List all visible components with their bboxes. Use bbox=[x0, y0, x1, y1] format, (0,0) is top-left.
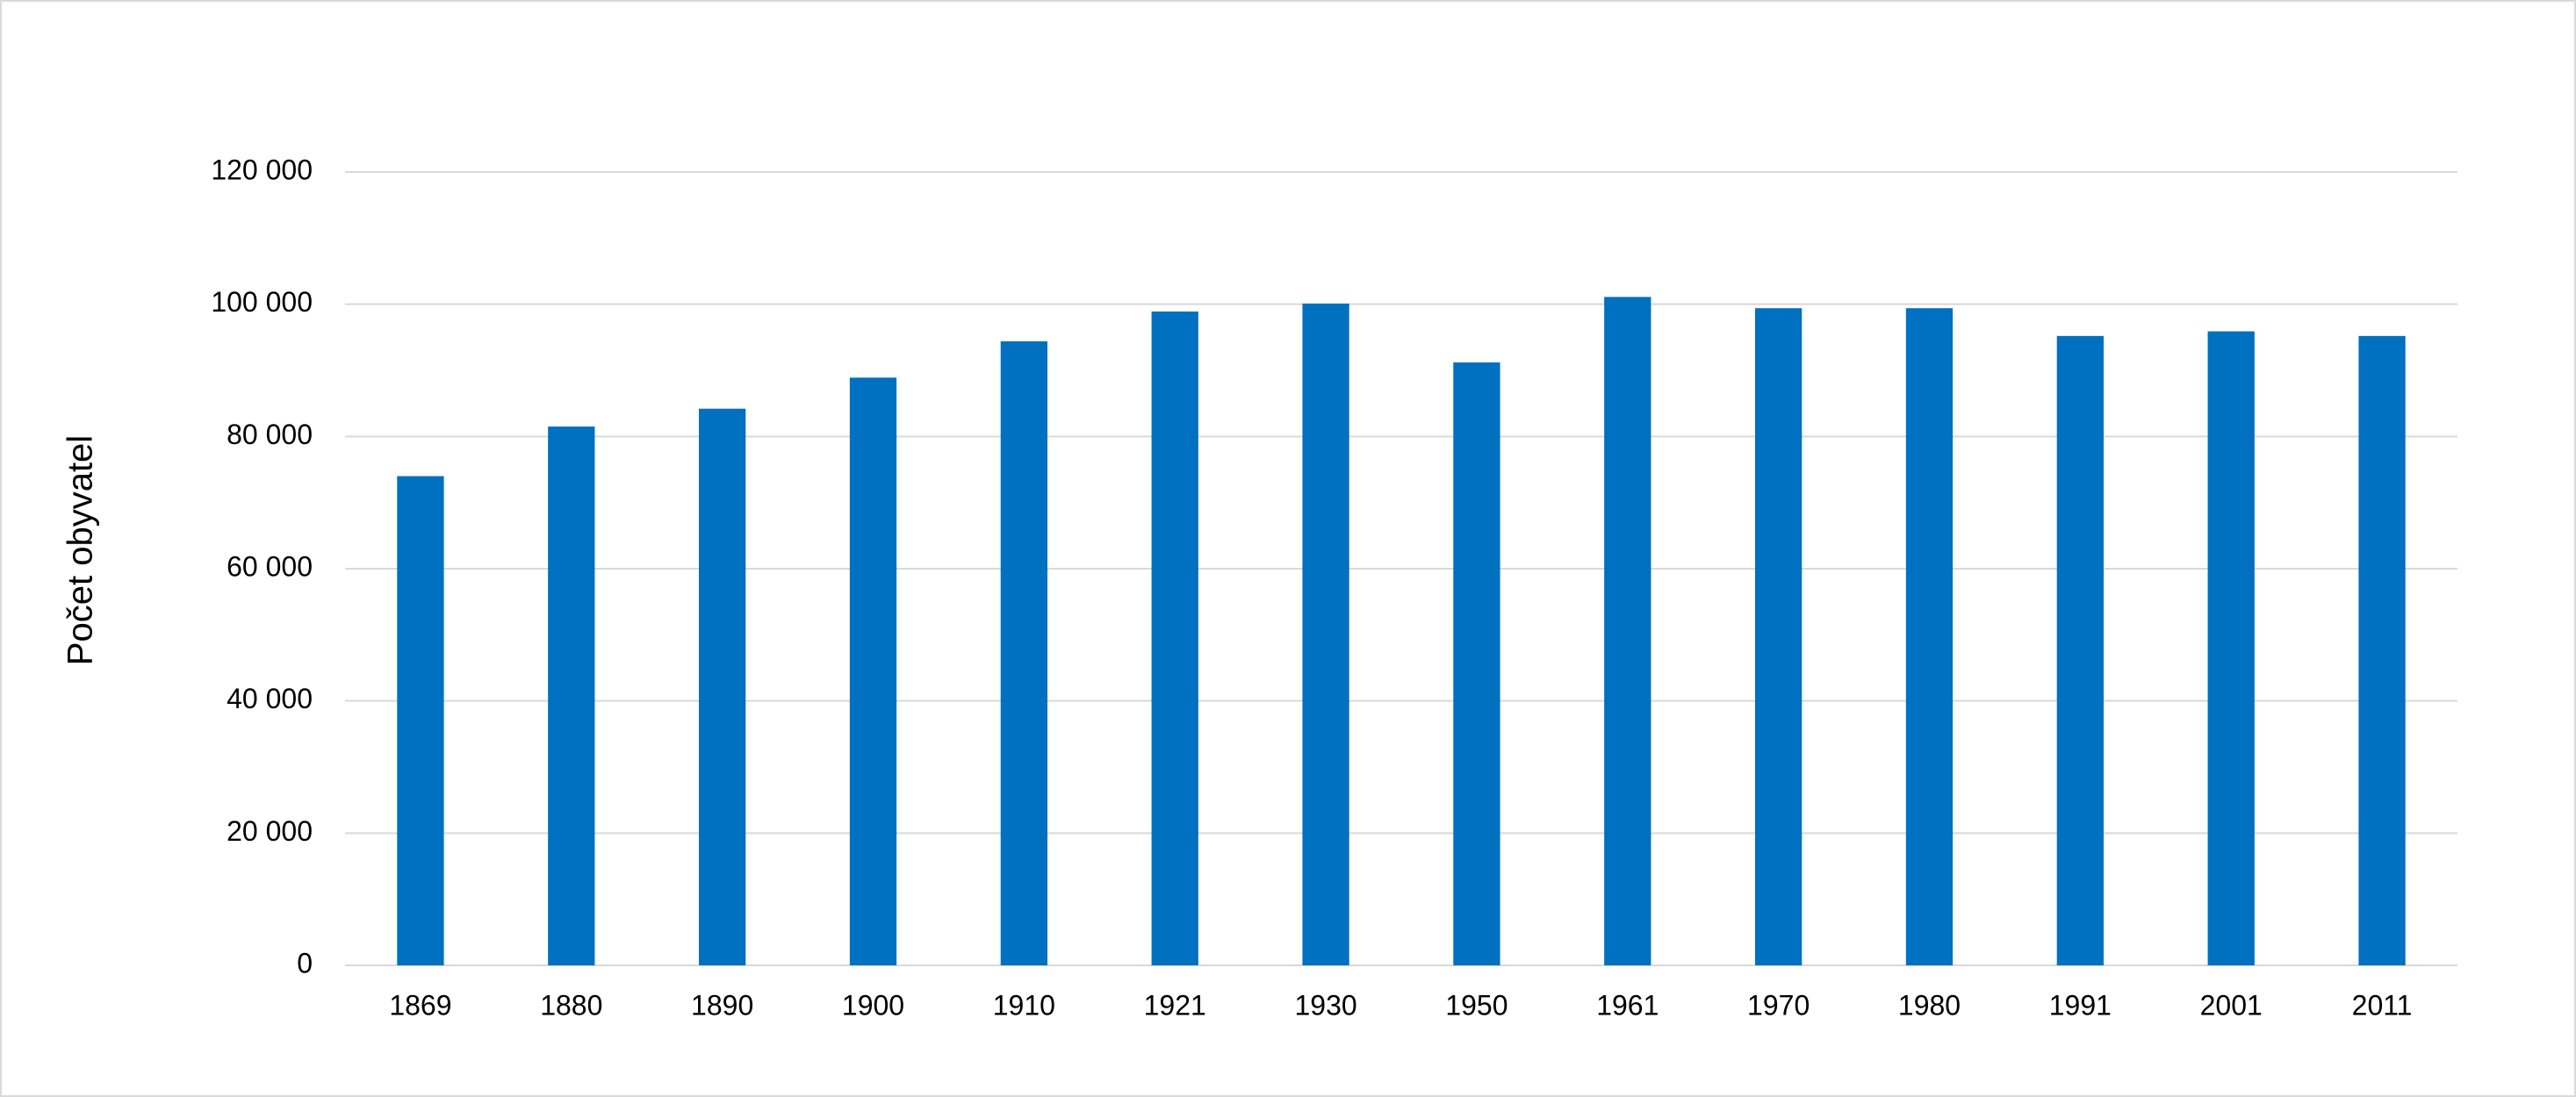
bar bbox=[548, 427, 595, 965]
y-tick-label: 0 bbox=[297, 947, 313, 979]
x-tick-label: 1869 bbox=[389, 989, 451, 1021]
x-tick-label: 1921 bbox=[1144, 989, 1206, 1021]
bar bbox=[1453, 362, 1500, 966]
bar bbox=[2056, 335, 2104, 965]
x-tick-label: 2011 bbox=[2352, 989, 2413, 1021]
x-tick-label: 1961 bbox=[1596, 989, 1659, 1021]
x-tick-label: 1910 bbox=[993, 989, 1055, 1021]
y-axis-label: Počet obyvatel bbox=[61, 435, 100, 665]
x-tick-label: 1880 bbox=[540, 989, 602, 1021]
bar bbox=[699, 408, 746, 965]
y-tick-label: 80 000 bbox=[227, 419, 313, 450]
y-tick-label: 20 000 bbox=[227, 815, 313, 847]
x-tick-label: 1900 bbox=[842, 989, 904, 1021]
x-tick-label: 1991 bbox=[2049, 989, 2112, 1021]
x-tick-label: 1950 bbox=[1445, 989, 1507, 1021]
x-tick-label: 1890 bbox=[691, 989, 753, 1021]
bar bbox=[1302, 303, 1349, 965]
x-tick-label: 1970 bbox=[1747, 989, 1810, 1021]
bar bbox=[1604, 297, 1651, 965]
bar bbox=[1905, 308, 1954, 966]
bar bbox=[1000, 341, 1047, 965]
bar bbox=[397, 476, 444, 965]
y-tick-label: 100 000 bbox=[211, 286, 313, 318]
y-tick-label: 40 000 bbox=[227, 683, 313, 714]
bar bbox=[849, 377, 897, 966]
y-tick-label: 120 000 bbox=[211, 154, 313, 185]
bar bbox=[2358, 335, 2406, 965]
bar bbox=[1755, 308, 1802, 966]
x-tick-label: 1930 bbox=[1294, 989, 1356, 1021]
y-tick-label: 60 000 bbox=[227, 550, 313, 582]
x-tick-label: 2001 bbox=[2200, 989, 2263, 1021]
x-tick-label: 1980 bbox=[1898, 989, 1961, 1021]
bar bbox=[1151, 311, 1198, 965]
bar bbox=[2207, 331, 2255, 965]
